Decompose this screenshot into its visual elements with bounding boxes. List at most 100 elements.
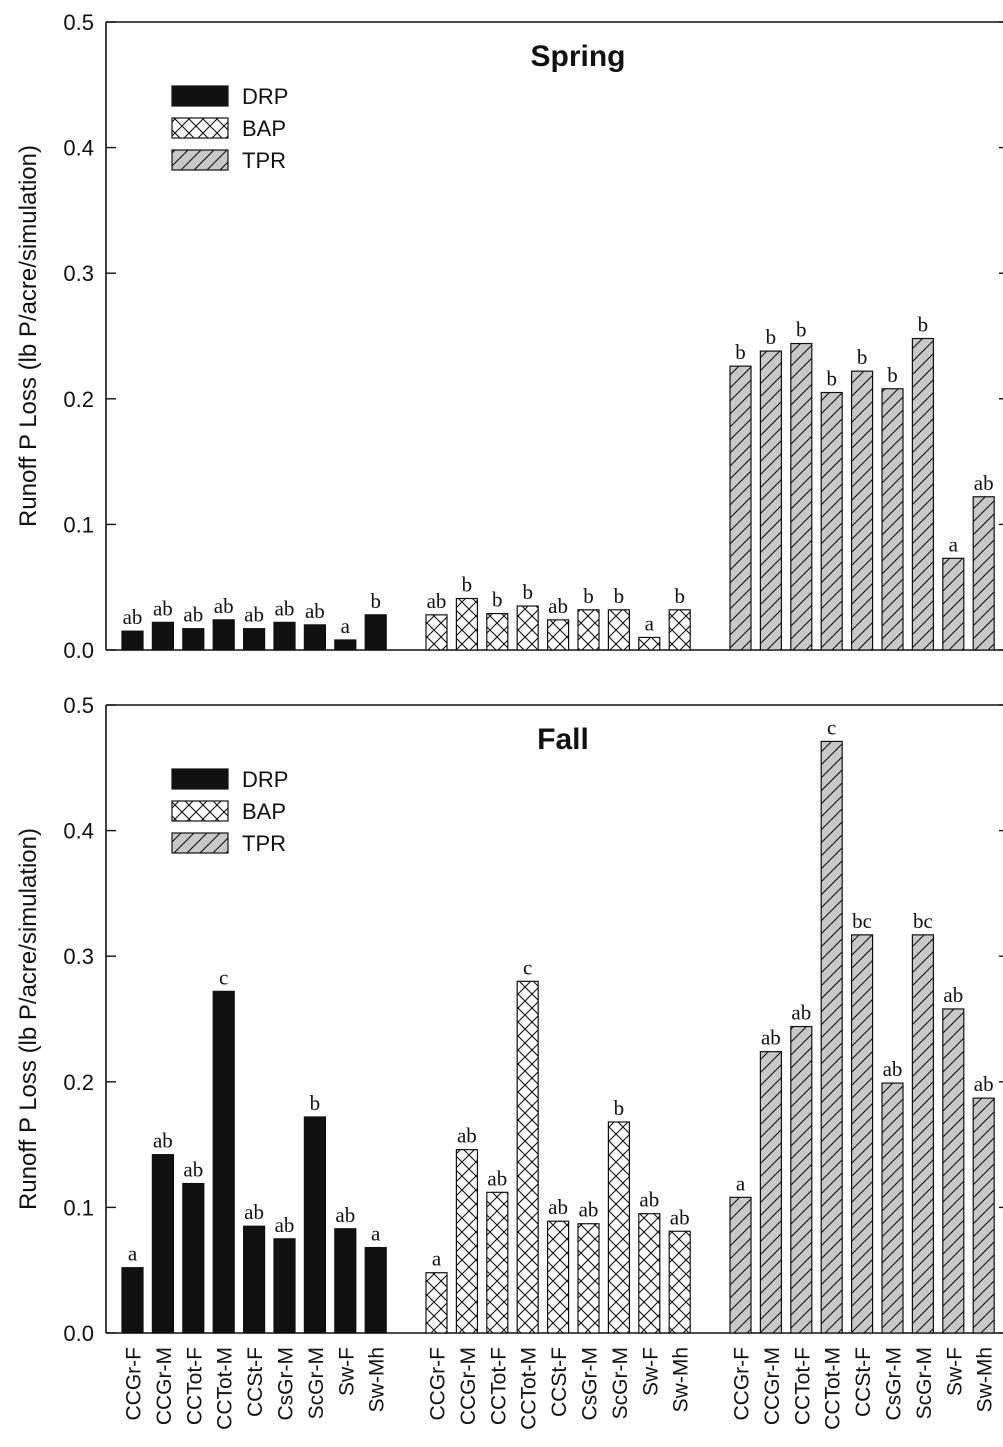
- chart-title: Spring: [531, 40, 626, 73]
- bar-drp-sw-mh: [364, 614, 387, 651]
- y-tick-label: 0.0: [63, 1321, 94, 1346]
- legend: DRP BAP TPR: [171, 84, 288, 173]
- bar-tpr-ccst-f: [850, 370, 874, 651]
- bar-bap-ccst-f: [546, 1220, 570, 1334]
- y-tick-label: 0.3: [63, 944, 94, 969]
- significance-label: ab: [943, 983, 963, 1007]
- significance-label: b: [857, 345, 868, 369]
- significance-label: b: [614, 1096, 625, 1120]
- bar-tpr-cctot-f: [790, 342, 813, 651]
- y-axis-label: Runoff P Loss (lb P/acre/simulation): [15, 145, 42, 527]
- y-tick-label: 0.2: [63, 387, 94, 412]
- bar-drp-csgr-m: [273, 621, 296, 651]
- bar-tpr-scgr-m: [911, 337, 935, 651]
- significance-label: ab: [244, 1200, 264, 1224]
- legend-swatch-bap: [171, 800, 229, 822]
- x-tick-label: CCGr-F: [427, 1347, 450, 1420]
- bar-tpr-scgr-m: [911, 934, 935, 1334]
- bar-bap-sw-f: [638, 1213, 661, 1334]
- x-tick-label: CCTot-F: [183, 1347, 206, 1425]
- bar-drp-cctot-m: [212, 619, 235, 651]
- bar-tpr-ccgr-f: [729, 365, 752, 651]
- x-tick-label: CCGr-F: [731, 1347, 754, 1420]
- legend: DRP BAP TPR: [171, 767, 288, 856]
- legend-label-drp: DRP: [242, 84, 288, 109]
- significance-label: a: [645, 611, 655, 635]
- significance-label: b: [492, 588, 503, 612]
- bar-bap-ccgr-m: [455, 1149, 478, 1334]
- x-tick-label: CCSt-F: [852, 1347, 875, 1417]
- bar-drp-scgr-m: [303, 624, 326, 651]
- bar-bap-csgr-m: [577, 1223, 600, 1334]
- bar-bap-ccgr-m: [455, 597, 478, 651]
- x-tick-label: Sw-F: [943, 1347, 966, 1396]
- significance-label: ab: [183, 1158, 203, 1182]
- significance-label: ab: [335, 1203, 355, 1227]
- x-tick-label: CCGr-M: [153, 1347, 176, 1425]
- significance-label: ab: [579, 1198, 599, 1222]
- bar-tpr-csgr-m: [881, 388, 904, 651]
- significance-label: ab: [487, 1166, 507, 1190]
- legend-label-drp: DRP: [242, 767, 288, 792]
- bar-bap-cctot-f: [486, 1191, 509, 1334]
- y-tick-label: 0.5: [63, 10, 94, 35]
- significance-label: ab: [639, 1188, 659, 1212]
- bar-tpr-sw-f: [942, 557, 965, 651]
- bar-bap-sw-f: [638, 636, 661, 651]
- significance-label: b: [826, 367, 837, 391]
- bar-drp-ccgr-m: [151, 621, 174, 651]
- bar-drp-cctot-f: [182, 628, 205, 651]
- significance-label: ab: [761, 1026, 781, 1050]
- significance-label: bc: [852, 909, 872, 933]
- legend-swatch-bap: [171, 117, 229, 139]
- bar-tpr-ccgr-m: [759, 350, 783, 651]
- significance-label: b: [735, 340, 746, 364]
- y-tick-label: 0.4: [63, 136, 94, 161]
- x-tick-label: CCGr-M: [761, 1347, 784, 1425]
- significance-label: ab: [974, 1072, 994, 1096]
- bar-bap-cctot-f: [486, 612, 509, 651]
- bar-tpr-sw-f: [942, 1008, 965, 1334]
- significance-label: ab: [183, 603, 203, 627]
- y-tick-label: 0.4: [63, 819, 94, 844]
- bar-bap-cctot-m: [516, 980, 539, 1334]
- x-tick-label: CCTot-M: [214, 1347, 237, 1430]
- significance-label: ab: [153, 596, 173, 620]
- x-tick-label: ScGr-M: [913, 1347, 936, 1419]
- significance-label: b: [887, 363, 898, 387]
- bar-bap-ccst-f: [546, 619, 570, 651]
- significance-label: b: [462, 573, 473, 597]
- bar-drp-sw-mh: [364, 1246, 387, 1334]
- significance-label: ab: [670, 1205, 690, 1229]
- x-tick-label: CCSt-F: [548, 1347, 571, 1417]
- significance-label: a: [371, 1222, 381, 1246]
- bar-tpr-cctot-m: [820, 740, 843, 1334]
- bar-bap-scgr-m: [607, 609, 631, 651]
- significance-label: ab: [214, 594, 234, 618]
- bar-tpr-csgr-m: [881, 1082, 904, 1334]
- y-tick-label: 0.0: [63, 638, 94, 663]
- bar-tpr-ccgr-f: [729, 1196, 752, 1334]
- bar-drp-cctot-f: [182, 1182, 205, 1334]
- significance-label: b: [522, 580, 533, 604]
- significance-label: ab: [548, 1195, 568, 1219]
- x-tick-label: CsGr-M: [579, 1347, 602, 1420]
- legend-label-tpr: TPR: [242, 831, 286, 856]
- legend-swatch-drp: [171, 768, 229, 790]
- bar-bap-sw-mh: [668, 609, 691, 651]
- chart-title: Fall: [537, 723, 589, 756]
- x-tick-label: Sw-F: [639, 1347, 662, 1396]
- significance-label: c: [827, 715, 836, 739]
- bar-bap-sw-mh: [668, 1230, 691, 1334]
- x-tick-label: CCGr-M: [457, 1347, 480, 1425]
- significance-label: ab: [153, 1129, 173, 1153]
- x-tick-label: ScGr-M: [305, 1347, 328, 1419]
- significance-label: b: [583, 584, 594, 608]
- x-tick-label: CCSt-F: [244, 1347, 267, 1417]
